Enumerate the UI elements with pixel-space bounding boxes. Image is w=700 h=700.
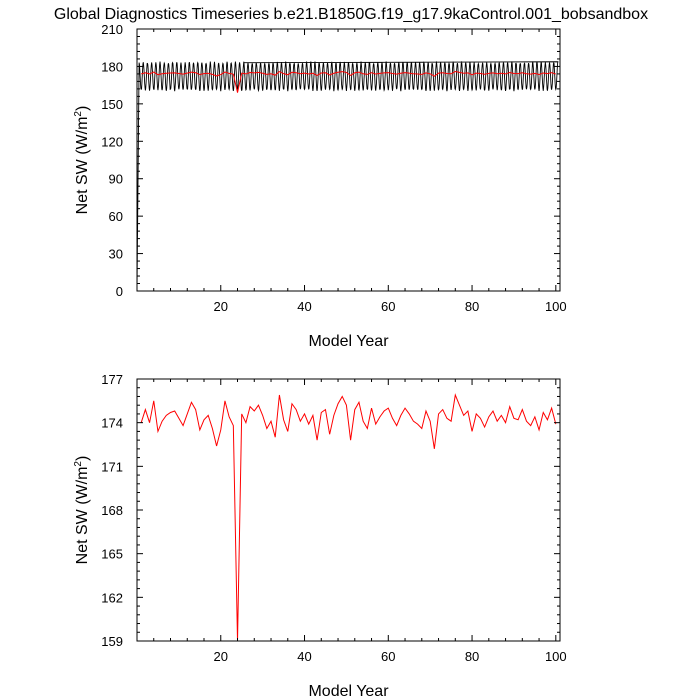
top-x-axis-label: Model Year — [308, 333, 389, 350]
x-tick-label: 40 — [297, 649, 311, 664]
y-tick-label: 90 — [109, 172, 123, 187]
x-tick-label: 80 — [465, 299, 479, 314]
y-tick-label: 177 — [101, 372, 123, 387]
annual-mean-series-line — [140, 393, 557, 642]
x-tick-label: 40 — [297, 299, 311, 314]
y-tick-label: 0 — [116, 284, 123, 299]
bottom-y-axis-label: Net SW (W/m2) — [73, 456, 91, 565]
y-tick-label: 171 — [101, 459, 123, 474]
bottom-plot-frame — [136, 378, 561, 642]
top-y-axis-label: Net SW (W/m2) — [73, 106, 91, 215]
x-tick-label: 20 — [214, 299, 228, 314]
top-panel: 20 40 60 80 100 0 30 60 90 120 150 180 210 Model Yea… — [73, 22, 567, 350]
bottom-panel: 20 40 60 80 100 159 162 165 168 171 174 177 Model Y… — [73, 372, 567, 700]
y-tick-label: 210 — [101, 22, 123, 37]
y-tick-label: 30 — [109, 247, 123, 262]
y-tick-label: 150 — [101, 97, 123, 112]
bottom-x-axis-label: Model Year — [308, 683, 389, 700]
x-tick-label: 20 — [214, 649, 228, 664]
y-tick-label: 60 — [109, 209, 123, 224]
monthly-series-line — [136, 61, 559, 292]
x-tick-label: 100 — [545, 299, 567, 314]
x-tick-label: 60 — [381, 649, 395, 664]
y-tick-label: 168 — [101, 503, 123, 518]
y-tick-label: 165 — [101, 547, 123, 562]
x-tick-label: 80 — [465, 649, 479, 664]
x-tick-label: 60 — [381, 299, 395, 314]
annual-mean-series-line — [141, 70, 556, 93]
y-tick-label: 159 — [101, 634, 123, 649]
y-tick-label: 162 — [101, 590, 123, 605]
top-plot-frame — [136, 28, 561, 292]
y-tick-label: 174 — [101, 416, 123, 431]
x-tick-label: 100 — [545, 649, 567, 664]
chart-title: Global Diagnostics Timeseries b.e21.B185… — [54, 6, 648, 23]
y-tick-label: 120 — [101, 134, 123, 149]
y-tick-label: 180 — [101, 59, 123, 74]
